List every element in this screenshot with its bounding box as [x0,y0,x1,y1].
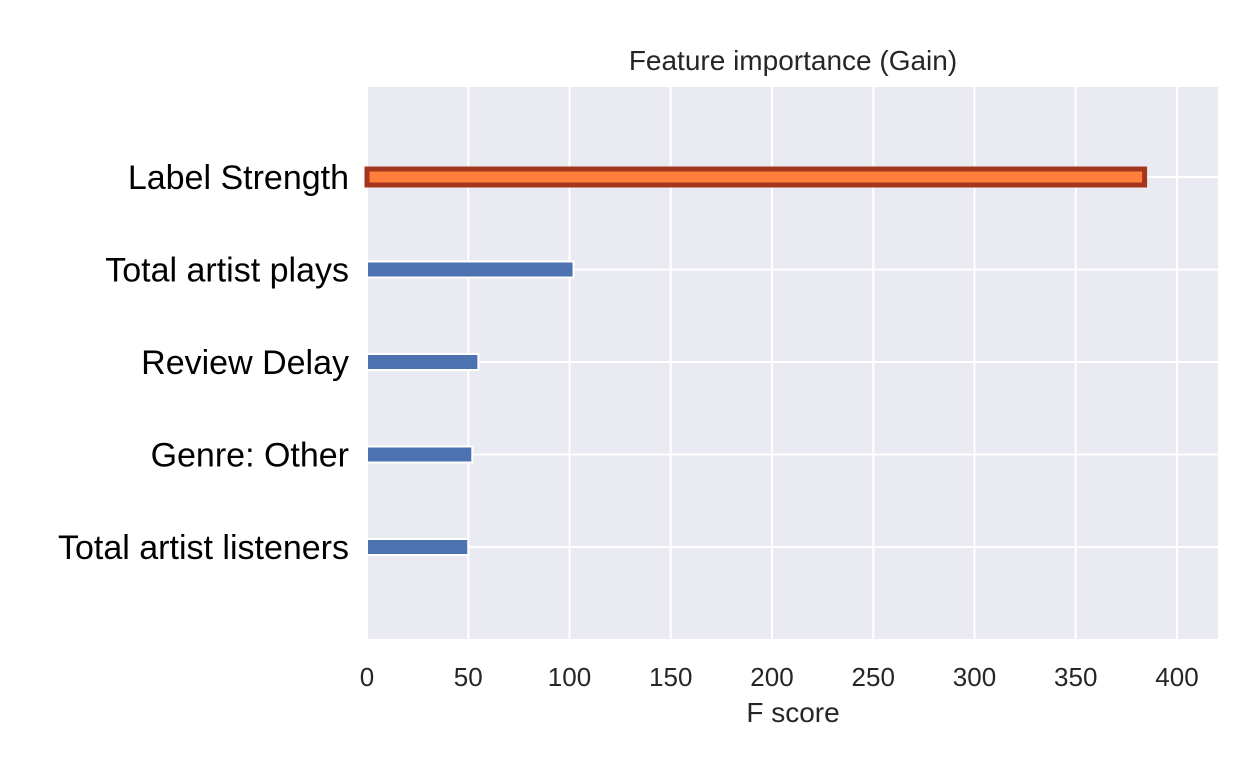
x-axis-label: F score [746,697,839,728]
x-tick-label: 350 [1054,662,1097,692]
x-tick-label: 50 [454,662,483,692]
bars [364,166,1148,556]
bar-highlighted [364,166,1148,188]
chart-title: Feature importance (Gain) [629,45,957,76]
x-tick-label: 400 [1155,662,1198,692]
bar [366,260,575,279]
category-label: Review Delay [141,344,349,382]
category-label: Genre: Other [151,436,349,474]
category-label: Total artist plays [105,251,349,289]
category-labels: Label Strength Total artist plays Review D… [58,159,349,567]
bar [366,353,480,371]
x-tick-label: 200 [750,662,793,692]
bar [366,445,474,464]
x-tick-label: 150 [649,662,692,692]
category-label: Label Strength [128,159,349,197]
x-tick-label: 250 [852,662,895,692]
x-tick-label: 0 [360,662,374,692]
x-tick-labels: 0 50 100 150 200 250 300 350 400 [360,662,1199,692]
bar [366,538,470,556]
x-tick-label: 300 [953,662,996,692]
category-label: Total artist listeners [58,529,349,567]
x-tick-label: 100 [548,662,591,692]
